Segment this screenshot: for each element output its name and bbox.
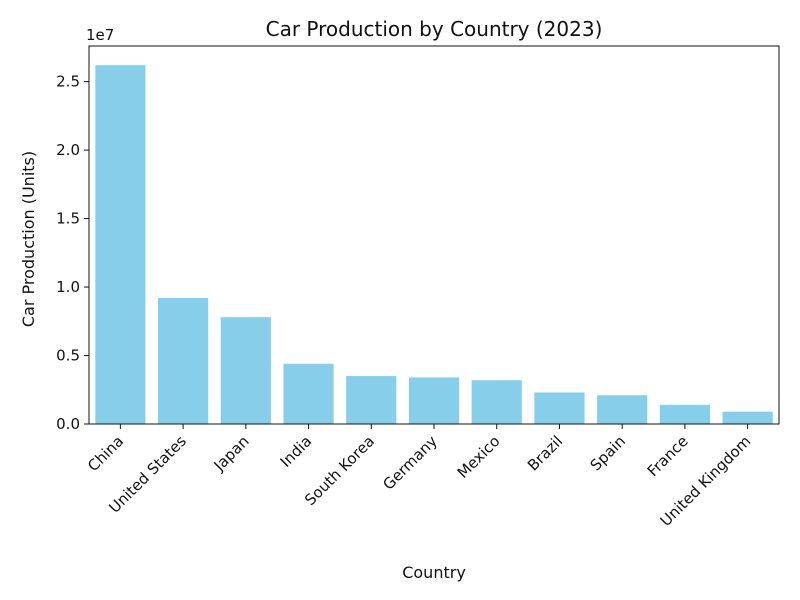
y-axis-ticks: 0.0 0.5 1.0 1.5 2.0 2.5 [56, 73, 89, 433]
bar-china [95, 65, 146, 424]
plot-frame [88, 45, 780, 425]
bar-france [659, 404, 710, 424]
x-tick-label: France [644, 432, 692, 480]
x-tick-label: China [84, 432, 127, 475]
bar-united-states [158, 298, 209, 424]
bar-india [283, 363, 334, 424]
x-tick-label: Brazil [524, 432, 566, 474]
y-tick-label: 2.0 [56, 141, 80, 159]
bar-united-kingdom [722, 411, 773, 424]
y-tick-label: 1.0 [56, 278, 80, 296]
x-tick-label: Germany [379, 432, 441, 494]
bar-germany [408, 377, 460, 424]
y-tick-label: 1.5 [56, 210, 80, 228]
bar-spain [597, 395, 648, 424]
x-axis-label: Country [402, 563, 466, 582]
x-tick-label: Spain [587, 432, 629, 474]
bar-south-korea [346, 376, 397, 424]
y-tick-label: 0.0 [56, 415, 80, 433]
bar-series [95, 65, 773, 424]
bar-japan [220, 317, 271, 424]
y-axis-label: Car Production (Units) [19, 151, 38, 327]
bar-mexico [471, 380, 522, 424]
x-tick-label: Japan [210, 432, 253, 475]
y-tick-label: 0.5 [56, 347, 80, 365]
bar-brazil [534, 392, 585, 424]
y-tick-label: 2.5 [56, 73, 80, 91]
x-tick-label: India [277, 432, 316, 471]
y-axis-offset-label: 1e7 [86, 26, 114, 44]
chart-title: Car Production by Country (2023) [266, 17, 603, 41]
x-tick-label: Mexico [454, 432, 504, 482]
